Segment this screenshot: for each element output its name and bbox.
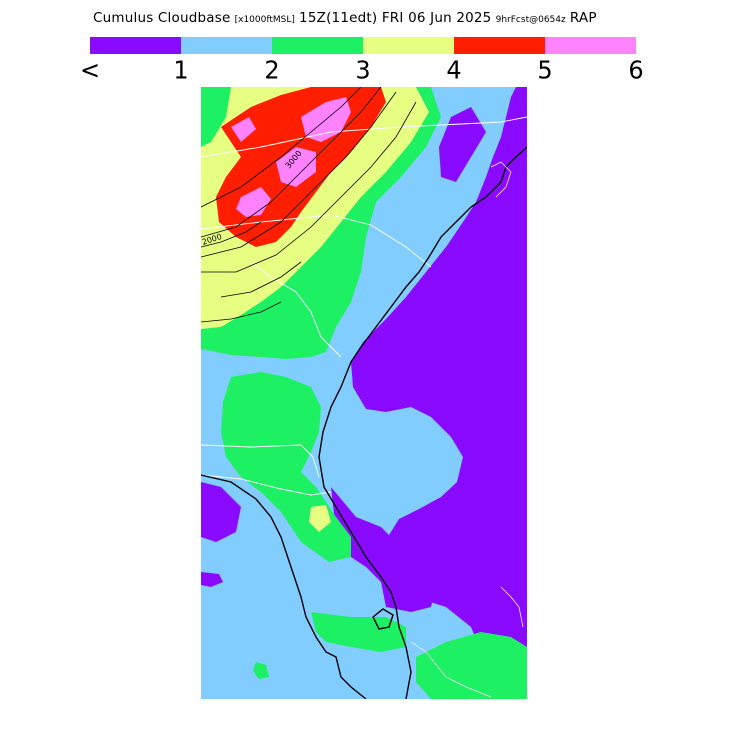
color-scale-segment-3	[363, 37, 454, 54]
title-units: [x1000ftMSL]	[234, 15, 295, 25]
title-main: Cumulus Cloudbase	[93, 10, 231, 26]
region-2k-3k-southeast	[416, 632, 527, 699]
color-scale-tick-3: 3	[355, 55, 371, 85]
region-below-1k-small	[201, 572, 223, 587]
title-model: RAP	[569, 10, 597, 26]
region-5k-6k-central	[276, 147, 316, 187]
color-scale-tick-4: 4	[446, 55, 462, 85]
color-scale-segment-1	[181, 37, 272, 54]
color-scale-segment-5	[545, 37, 636, 54]
color-scale-bar	[90, 37, 636, 54]
title-forecast: 9hrFcst@0654z	[495, 15, 566, 25]
cloudbase-map: 2000 3000	[201, 87, 527, 699]
region-5k-6k-south	[236, 187, 271, 217]
region-2k-3k-west	[201, 87, 231, 147]
color-scale-tick-5: 5	[537, 55, 553, 85]
region-2k-3k-patch	[253, 662, 269, 679]
coast-detail	[410, 161, 524, 698]
map-title: Cumulus Cloudbase [x1000ftMSL] 15Z(11edt…	[93, 10, 597, 26]
title-time: 15Z(11edt) FRI 06 Jun 2025	[299, 10, 492, 26]
color-scale-segment-0	[90, 37, 181, 54]
region-below-1k-northeast	[439, 107, 486, 182]
color-scale-tick-2: 2	[264, 55, 280, 85]
color-scale-tick-1: 1	[173, 55, 189, 85]
region-5k-6k-west	[231, 117, 256, 142]
state-borders	[201, 116, 527, 496]
region-3k-4k-patch	[309, 505, 331, 532]
region-below-1k-gulf	[201, 482, 241, 542]
contour-lines	[201, 87, 417, 323]
coastline	[201, 146, 527, 699]
region-2k-3k-florida	[311, 612, 406, 652]
color-scale-segment-2	[272, 37, 363, 54]
region-below-1k-coastal	[331, 487, 436, 612]
color-scale-tick-0: <	[79, 55, 101, 85]
color-scale-segment-4	[454, 37, 545, 54]
color-scale-tick-6: 6	[628, 55, 644, 85]
